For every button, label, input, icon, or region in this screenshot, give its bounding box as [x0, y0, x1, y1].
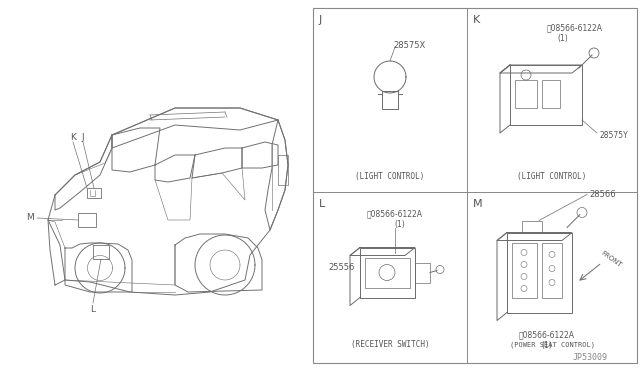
Text: K: K	[473, 15, 480, 25]
Text: M: M	[473, 199, 483, 209]
Bar	[522, 221, 542, 232]
Bar	[365, 257, 410, 288]
Bar	[87, 188, 101, 198]
Bar	[360, 247, 415, 298]
Text: J: J	[319, 15, 323, 25]
Bar	[512, 243, 537, 298]
Bar	[382, 91, 398, 109]
Bar	[278, 155, 288, 185]
Text: (RECEIVER SWITCH): (RECEIVER SWITCH)	[351, 340, 429, 350]
Bar	[93, 245, 109, 259]
Text: JP53009: JP53009	[573, 353, 607, 362]
Bar	[507, 232, 572, 312]
Text: (LIGHT CONTROL): (LIGHT CONTROL)	[355, 173, 425, 182]
Text: (1): (1)	[557, 33, 568, 42]
Text: FRONT: FRONT	[600, 250, 623, 269]
Bar	[542, 80, 560, 108]
Text: L: L	[90, 305, 95, 314]
Text: K: K	[70, 134, 76, 142]
Text: (POWER SEAT CONTROL): (POWER SEAT CONTROL)	[509, 342, 595, 348]
Bar	[78, 213, 96, 227]
Text: 28575Y: 28575Y	[599, 131, 628, 140]
Text: Ⓜ08566-6122A: Ⓜ08566-6122A	[519, 330, 575, 339]
Text: Ⓜ08566-6122A: Ⓜ08566-6122A	[367, 209, 423, 218]
Bar	[542, 243, 562, 298]
Text: (LIGHT CONTROL): (LIGHT CONTROL)	[517, 173, 587, 182]
Bar	[510, 65, 582, 125]
Text: 25556: 25556	[328, 263, 355, 272]
Text: M: M	[26, 214, 34, 222]
Text: (1): (1)	[541, 341, 552, 350]
Text: 28575X: 28575X	[394, 41, 426, 49]
Text: J: J	[82, 134, 84, 142]
Text: Ⓜ08566-6122A: Ⓜ08566-6122A	[547, 23, 603, 32]
Bar	[515, 80, 537, 108]
Text: (1): (1)	[395, 219, 405, 228]
Bar	[313, 8, 637, 363]
Text: L: L	[319, 199, 325, 209]
Text: 28566: 28566	[589, 190, 616, 199]
Bar	[415, 263, 430, 282]
